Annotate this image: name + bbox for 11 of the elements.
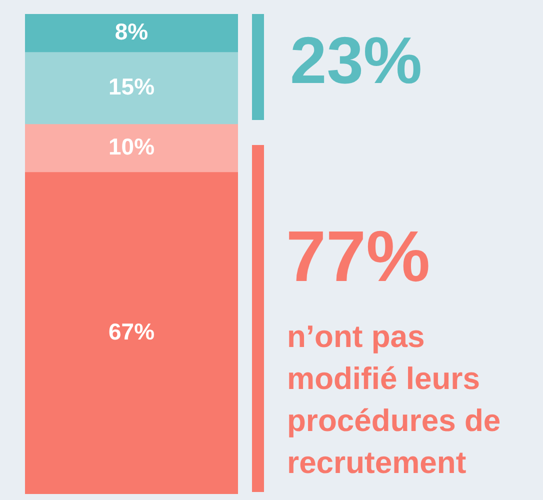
bar <box>25 14 238 53</box>
bar <box>25 52 238 125</box>
bar <box>25 124 238 173</box>
data-label: 67% <box>108 318 155 345</box>
text: 77% <box>286 216 430 298</box>
bar <box>25 172 238 494</box>
text: 23% <box>290 22 422 98</box>
data-label: 8% <box>114 18 148 45</box>
data-label: 15% <box>108 74 155 100</box>
text: n’ont pas modifié leurs procédures de recrutement <box>287 318 502 482</box>
data-label: 10% <box>108 134 155 160</box>
